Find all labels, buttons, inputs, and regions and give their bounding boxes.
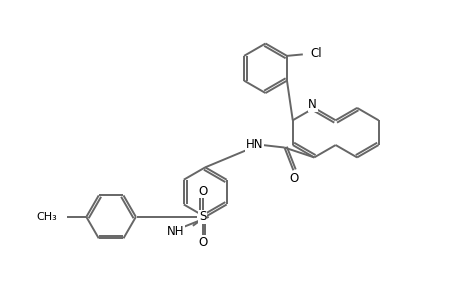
Text: Cl: Cl [309, 47, 321, 60]
Text: O: O [289, 172, 298, 185]
Text: S: S [199, 210, 206, 224]
Text: NH: NH [166, 225, 184, 238]
Text: O: O [198, 236, 207, 249]
Text: HN: HN [246, 138, 263, 151]
Text: CH₃: CH₃ [37, 212, 57, 222]
Text: N: N [308, 98, 316, 111]
Text: O: O [198, 184, 207, 198]
